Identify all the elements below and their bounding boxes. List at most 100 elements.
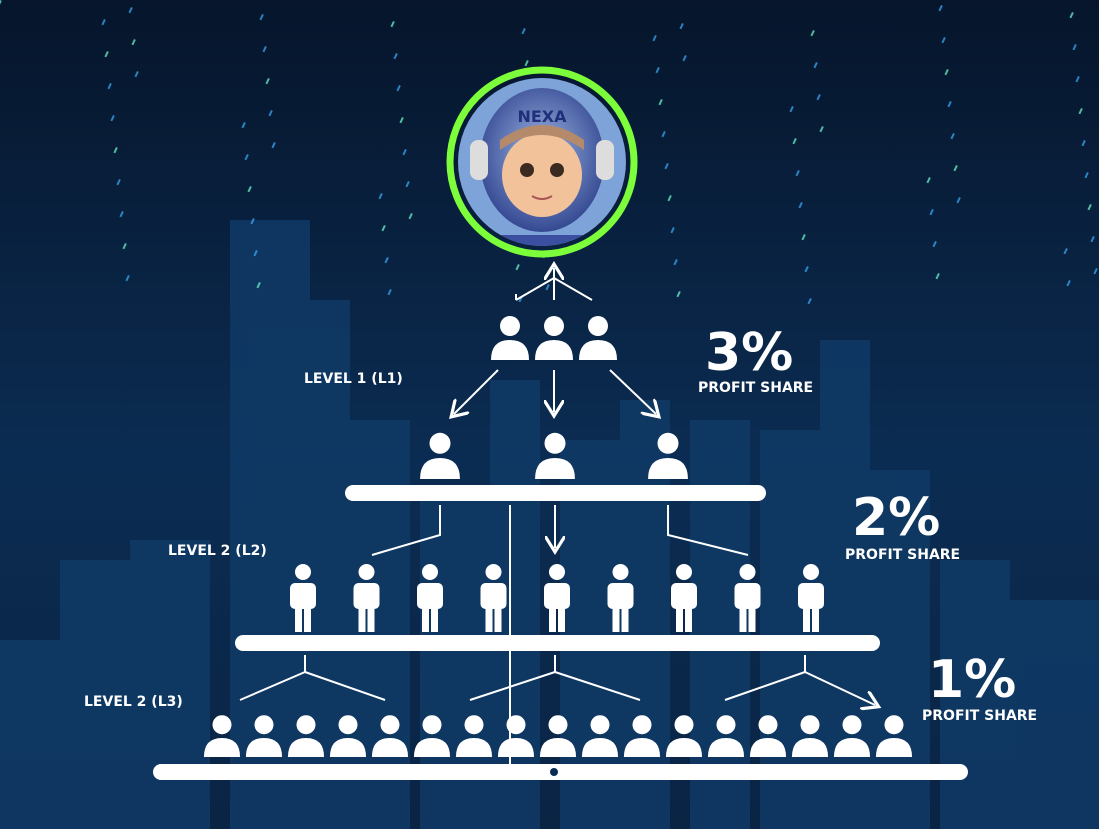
person-icon xyxy=(833,715,871,757)
sparkle xyxy=(801,233,806,241)
body xyxy=(480,583,507,609)
level-label: LEVEL 2 (L2) xyxy=(168,543,267,559)
body xyxy=(671,583,697,609)
sparkle xyxy=(819,125,824,133)
sparkle xyxy=(116,179,121,186)
sparkle xyxy=(792,138,797,145)
level-bar xyxy=(153,764,968,780)
leg xyxy=(558,606,565,632)
sparkle xyxy=(953,165,958,172)
leg xyxy=(812,606,819,632)
share-value: 1% xyxy=(928,650,1016,710)
head xyxy=(548,715,568,735)
head xyxy=(739,564,756,580)
sparkle xyxy=(658,99,663,106)
sparkle xyxy=(1090,236,1095,243)
body xyxy=(833,738,871,757)
bar-dot xyxy=(550,768,558,776)
sparkle xyxy=(1072,43,1077,51)
body xyxy=(875,738,913,757)
body xyxy=(287,738,325,757)
head xyxy=(422,715,442,735)
body xyxy=(203,738,241,757)
sparkle xyxy=(795,170,800,177)
head xyxy=(485,564,502,580)
person-icon xyxy=(798,564,824,632)
share-caption: PROFIT SHARE xyxy=(698,380,813,396)
sparkle xyxy=(119,211,124,218)
sparkle xyxy=(929,208,934,216)
sparkle xyxy=(1084,172,1089,179)
connector xyxy=(724,671,806,701)
sparkle xyxy=(679,22,684,30)
leg xyxy=(803,606,810,632)
head xyxy=(506,715,526,735)
head xyxy=(657,432,679,454)
sparkle xyxy=(131,39,136,46)
body xyxy=(607,583,634,609)
sparkle xyxy=(807,298,812,305)
body xyxy=(579,340,617,360)
leg xyxy=(494,606,502,632)
head xyxy=(254,715,274,735)
sparkle xyxy=(521,27,526,35)
person-icon xyxy=(734,564,761,632)
sparkle xyxy=(515,264,520,271)
head xyxy=(380,715,400,735)
sparkle xyxy=(947,100,952,108)
body xyxy=(245,738,283,757)
sparkle xyxy=(378,192,383,200)
sparkle xyxy=(402,149,407,156)
sparkle xyxy=(676,291,681,298)
sparkle xyxy=(661,131,666,138)
level-bar xyxy=(235,635,880,651)
sparkle xyxy=(128,7,133,14)
sparkle xyxy=(247,186,252,193)
connector xyxy=(554,671,641,701)
body xyxy=(420,458,460,479)
sparkle xyxy=(1081,140,1086,147)
sparkle xyxy=(1093,268,1098,275)
head xyxy=(590,715,610,735)
connector xyxy=(239,671,306,701)
sparkle xyxy=(664,162,669,170)
sparkle xyxy=(384,257,389,264)
sparkle xyxy=(813,61,818,69)
body xyxy=(707,738,745,757)
share-value: 2% xyxy=(852,488,940,548)
body xyxy=(539,738,577,757)
sparkle xyxy=(935,273,940,280)
person-icon xyxy=(287,715,325,757)
sparkle xyxy=(804,265,809,273)
sparkle xyxy=(268,109,273,117)
sparkle xyxy=(125,275,130,282)
body xyxy=(535,340,573,360)
leg xyxy=(485,606,493,632)
share-caption: PROFIT SHARE xyxy=(922,708,1037,724)
connector xyxy=(609,369,656,414)
sparkle xyxy=(655,66,660,74)
head xyxy=(716,715,736,735)
sparkle xyxy=(256,282,261,289)
sparkle xyxy=(1078,107,1083,115)
sparkle xyxy=(956,197,961,204)
body xyxy=(413,738,451,757)
sparkle xyxy=(393,52,398,60)
leg xyxy=(295,606,302,632)
head xyxy=(549,564,565,580)
head xyxy=(632,715,652,735)
person-icon xyxy=(648,432,688,479)
person-icon xyxy=(417,564,443,632)
person-icon xyxy=(671,564,697,632)
body xyxy=(371,738,409,757)
body xyxy=(665,738,703,757)
avatar-ring xyxy=(446,66,638,258)
leg xyxy=(621,606,629,632)
person-icon xyxy=(607,564,634,632)
head xyxy=(429,432,451,454)
sparkle xyxy=(265,77,270,85)
person-icon xyxy=(203,715,241,757)
body xyxy=(623,738,661,757)
sparkle xyxy=(670,227,675,234)
